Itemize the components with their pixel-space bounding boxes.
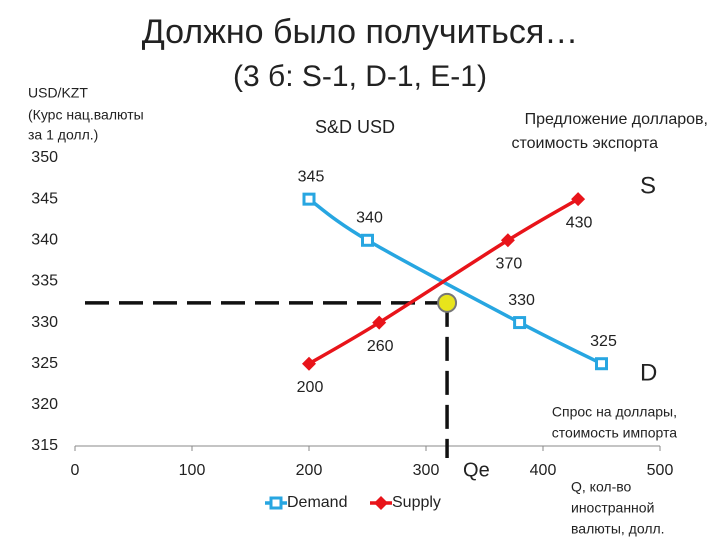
x-tick-label: 100 [179, 462, 206, 479]
data-label: 345 [298, 168, 325, 185]
demand-note: Спрос на доллары, [552, 404, 677, 420]
data-label: 430 [566, 214, 593, 231]
x-tick-label: 400 [530, 462, 557, 479]
y-axis-label: USD/KZT [28, 85, 88, 101]
y-tick-label: 320 [31, 396, 58, 413]
data-point [571, 192, 586, 207]
data-point [500, 233, 515, 248]
y-tick-label: 330 [31, 314, 58, 331]
series-line [308, 197, 579, 366]
legend-label: Demand [287, 494, 347, 511]
y-tick-label: 315 [31, 437, 58, 454]
data-point [302, 356, 316, 371]
chart-title: S&D USD [315, 117, 395, 137]
slide-subtitle: (3 б: S-1, D-1, E-1) [233, 60, 487, 93]
demand-note: стоимость импорта [552, 425, 677, 441]
data-point [302, 192, 316, 206]
legend-label: Supply [392, 494, 441, 511]
supply-note: Предложение долларов, [525, 111, 708, 128]
x-tick-label: 300 [413, 462, 440, 479]
series-line [307, 197, 603, 366]
y-tick-label: 340 [31, 232, 58, 249]
legend-marker [374, 496, 388, 510]
data-point [361, 233, 374, 247]
legend-marker [269, 496, 283, 510]
data-point [595, 357, 608, 371]
demand-letter: D [640, 359, 657, 386]
data-label: 260 [367, 338, 394, 355]
y-axis-label: за 1 долл.) [28, 127, 98, 143]
data-label: 325 [590, 333, 617, 350]
data-point [372, 315, 387, 330]
y-tick-label: 335 [31, 273, 58, 290]
x-axis-label: валюты, долл. [571, 521, 665, 537]
x-tick-label: 0 [71, 462, 80, 479]
equilibrium-label: Qe [463, 459, 490, 481]
slide-title: Должно было получиться… [142, 13, 579, 51]
equilibrium-point [437, 292, 458, 313]
data-label: 370 [496, 256, 523, 273]
data-label: 330 [508, 292, 535, 309]
data-label: 340 [356, 210, 383, 227]
x-axis-label: Q, кол-во [571, 479, 632, 495]
y-axis-label: (Курс нац.валюты [28, 107, 144, 123]
supply-letter: S [640, 172, 656, 199]
x-tick-label: 500 [647, 462, 674, 479]
y-tick-label: 325 [31, 355, 58, 372]
x-axis-label: иностранной [571, 500, 654, 516]
data-label: 200 [297, 379, 324, 396]
y-tick-label: 345 [31, 190, 58, 207]
supply-note: стоимость экспорта [512, 135, 659, 152]
data-point [513, 316, 527, 330]
y-tick-label: 350 [31, 149, 58, 166]
x-tick-label: 200 [296, 462, 323, 479]
